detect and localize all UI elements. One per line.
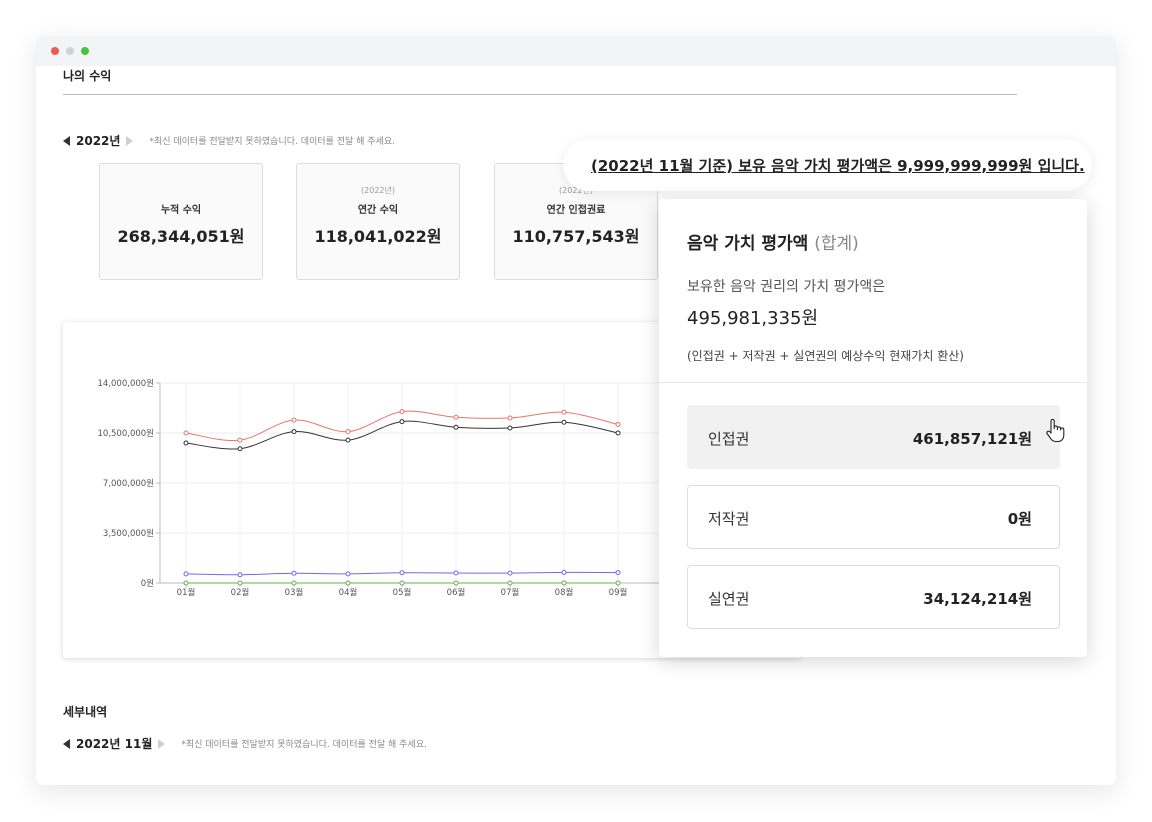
next-year-arrow-icon[interactable] [126, 135, 134, 146]
series-point-0 [399, 409, 405, 415]
series-point-2 [345, 571, 351, 577]
series-point-1 [183, 440, 189, 446]
series-point-2 [399, 570, 405, 576]
data-notice: *최신 데이터를 전달받지 못하였습니다. 데이터를 전달 해 주세요. [149, 137, 395, 147]
series-point-2 [183, 571, 189, 577]
month-label: 2022년 11월 [76, 737, 153, 751]
card-sub: (2022년) [361, 186, 395, 195]
right-row-neighboring[interactable]: 인접권 461,857,121원 [687, 405, 1060, 469]
right-name: 인접권 [708, 430, 750, 448]
popover-total-value: 495,981,335원 [687, 308, 819, 329]
series-point-0 [237, 437, 243, 443]
y-tick-label: 14,000,000원 [98, 379, 155, 389]
x-tick-label: 04월 [339, 587, 358, 598]
month-nav: 2022년 11월 *최신 데이터를 전달받지 못하였습니다. 데이터를 전달 … [63, 735, 427, 752]
next-month-arrow-icon[interactable] [158, 738, 166, 749]
card-value: 110,757,543원 [512, 227, 640, 246]
series-point-1 [237, 446, 243, 452]
valuation-banner[interactable]: (2022년 11월 기준) 보유 음악 가치 평가액은 9,999,999,9… [563, 139, 1092, 191]
popover-title-suffix: (합계) [814, 234, 859, 254]
series-point-3 [237, 580, 243, 586]
right-row-copyright[interactable]: 저작권 0원 [687, 485, 1060, 549]
series-point-3 [453, 580, 459, 586]
maximize-window-dot[interactable] [81, 47, 89, 55]
y-tick-label: 7,000,000원 [103, 479, 154, 489]
x-tick-label: 03월 [285, 587, 304, 598]
summary-card-annual: (2022년) 연간 수익 118,041,022원 [296, 163, 460, 280]
prev-year-arrow-icon[interactable] [63, 135, 70, 146]
series-point-2 [507, 570, 513, 576]
series-point-2 [291, 570, 297, 576]
right-name: 저작권 [708, 510, 750, 528]
series-point-1 [615, 430, 621, 436]
series-point-1 [291, 429, 297, 435]
summary-card-cumulative: 누적 수익 268,344,051원 [99, 163, 263, 280]
right-name: 실연권 [708, 590, 750, 608]
x-tick-label: 06월 [447, 587, 466, 598]
series-point-2 [237, 572, 243, 578]
right-row-performance[interactable]: 실연권 34,124,214원 [687, 565, 1060, 629]
series-point-1 [507, 425, 513, 431]
series-point-3 [345, 580, 351, 586]
card-sub: (2022년) [559, 186, 593, 195]
popover-divider [659, 382, 1087, 383]
window-titlebar [36, 36, 1116, 66]
series-point-0 [615, 421, 621, 427]
y-tick-label: 10,500,000원 [98, 429, 155, 439]
series-point-0 [345, 429, 351, 435]
card-value: 268,344,051원 [117, 227, 245, 246]
details-title: 세부내역 [63, 705, 108, 719]
popover-title-main: 음악 가치 평가액 [687, 234, 809, 254]
revenue-line-chart: 0원 3,500,000원 7,000,000원 10,500,000원 14,000,… [98, 379, 801, 598]
series-point-3 [399, 580, 405, 586]
y-tick-label: 3,500,000원 [103, 529, 154, 539]
page-title: 나의 수익 [63, 69, 112, 83]
popover-note: (인접권 + 저작권 + 실연권의 예상수익 현재가치 환산) [687, 349, 964, 363]
minimize-window-dot[interactable] [66, 47, 74, 55]
series-point-3 [183, 580, 189, 586]
x-tick-label: 08월 [555, 587, 574, 598]
y-tick-label: 0원 [141, 579, 154, 589]
right-amount: 0원 [1007, 510, 1032, 528]
year-label: 2022년 [76, 134, 121, 148]
series-point-2 [561, 569, 567, 575]
year-nav: 2022년 *최신 데이터를 전달받지 못하였습니다. 데이터를 전달 해 주세… [63, 132, 395, 149]
card-label: 연간 수익 [357, 205, 399, 216]
hand-pointer-cursor-icon [1046, 418, 1065, 443]
series-point-2 [615, 570, 621, 576]
card-label: 누적 수익 [160, 205, 202, 216]
x-tick-label: 07월 [501, 587, 520, 598]
series-point-3 [507, 580, 513, 586]
valuation-popover: 음악 가치 평가액 (합계) 보유한 음악 권리의 가치 평가액은 495,98… [659, 199, 1087, 657]
series-point-3 [615, 580, 621, 586]
data-notice: *최신 데이터를 전달받지 못하였습니다. 데이터를 전달 해 주세요. [181, 740, 427, 750]
x-tick-label: 02월 [231, 587, 250, 598]
valuation-banner-text[interactable]: (2022년 11월 기준) 보유 음악 가치 평가액은 9,999,999,9… [591, 156, 1085, 175]
x-tick-label: 09월 [609, 587, 628, 598]
series-point-3 [291, 580, 297, 586]
series-point-0 [561, 409, 567, 415]
right-amount: 461,857,121원 [912, 430, 1032, 448]
close-window-dot[interactable] [51, 47, 59, 55]
x-tick-label: 01월 [177, 587, 196, 598]
card-value: 118,041,022원 [314, 227, 442, 246]
series-point-0 [183, 430, 189, 436]
right-amount: 34,124,214원 [923, 590, 1032, 608]
series-point-0 [507, 415, 513, 421]
series-point-0 [453, 414, 459, 420]
card-label: 연간 인접권료 [546, 205, 606, 216]
series-point-3 [561, 580, 567, 586]
series-point-1 [345, 437, 351, 443]
popover-title: 음악 가치 평가액 (합계) [687, 229, 859, 254]
series-point-2 [453, 570, 459, 576]
prev-month-arrow-icon[interactable] [63, 738, 70, 749]
x-tick-label: 05월 [393, 587, 412, 598]
series-point-1 [453, 424, 459, 430]
series-point-1 [399, 419, 405, 425]
title-divider [63, 94, 1017, 95]
series-point-1 [561, 419, 567, 425]
series-point-0 [291, 417, 297, 423]
popover-description: 보유한 음악 권리의 가치 평가액은 [687, 279, 886, 295]
